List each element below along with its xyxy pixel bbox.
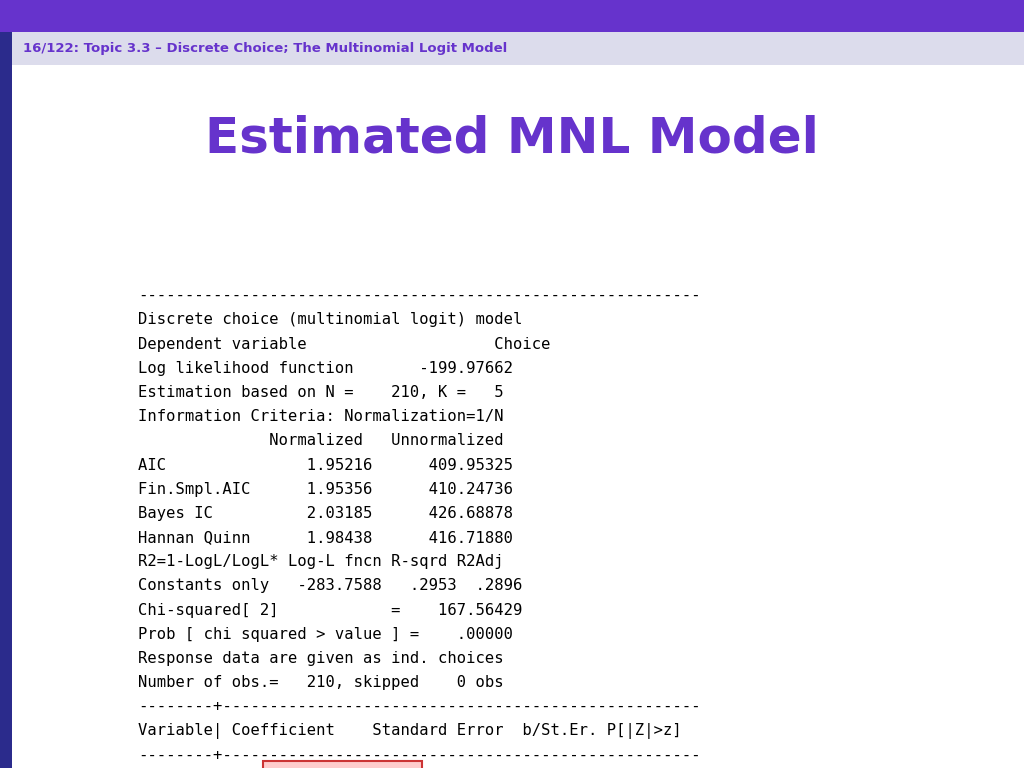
Text: Fin.Smpl.AIC      1.95356      410.24736: Fin.Smpl.AIC 1.95356 410.24736 bbox=[138, 482, 513, 497]
Text: Prob [ chi squared > value ] =    .00000: Prob [ chi squared > value ] = .00000 bbox=[138, 627, 513, 642]
Text: Constants only   -283.7588   .2953  .2896: Constants only -283.7588 .2953 .2896 bbox=[138, 578, 522, 594]
Text: --------+---------------------------------------------------: --------+-------------------------------… bbox=[138, 700, 700, 714]
Text: Estimated MNL Model: Estimated MNL Model bbox=[205, 114, 819, 162]
Text: Chi-squared[ 2]            =    167.56429: Chi-squared[ 2] = 167.56429 bbox=[138, 603, 522, 617]
Text: Normalized   Unnormalized: Normalized Unnormalized bbox=[138, 433, 504, 449]
Text: Log likelihood function       -199.97662: Log likelihood function -199.97662 bbox=[138, 361, 513, 376]
Text: Bayes IC          2.03185      426.68878: Bayes IC 2.03185 426.68878 bbox=[138, 506, 513, 521]
Text: Information Criteria: Normalization=1/N: Information Criteria: Normalization=1/N bbox=[138, 409, 504, 424]
Text: Estimation based on N =    210, K =   5: Estimation based on N = 210, K = 5 bbox=[138, 385, 504, 400]
Bar bbox=[0, 32, 1024, 65]
Bar bbox=[0, 32, 12, 768]
Text: Variable| Coefficient    Standard Error  b/St.Er. P[|Z|>z]: Variable| Coefficient Standard Error b/S… bbox=[138, 723, 682, 739]
Bar bbox=[263, 760, 422, 768]
Text: --------+---------------------------------------------------: --------+-------------------------------… bbox=[138, 748, 700, 763]
Text: 16/122: Topic 3.3 – Discrete Choice; The Multinomial Logit Model: 16/122: Topic 3.3 – Discrete Choice; The… bbox=[23, 42, 507, 55]
Bar bbox=[0, 0, 1024, 32]
Text: AIC               1.95216      409.95325: AIC 1.95216 409.95325 bbox=[138, 458, 513, 472]
Text: Response data are given as ind. choices: Response data are given as ind. choices bbox=[138, 651, 504, 666]
Text: Number of obs.=   210, skipped    0 obs: Number of obs.= 210, skipped 0 obs bbox=[138, 675, 504, 690]
Text: ------------------------------------------------------------: ----------------------------------------… bbox=[138, 288, 700, 303]
Text: Discrete choice (multinomial logit) model: Discrete choice (multinomial logit) mode… bbox=[138, 313, 522, 327]
Text: Hannan Quinn      1.98438      416.71880: Hannan Quinn 1.98438 416.71880 bbox=[138, 530, 513, 545]
Text: R2=1-LogL/LogL* Log-L fncn R-sqrd R2Adj: R2=1-LogL/LogL* Log-L fncn R-sqrd R2Adj bbox=[138, 554, 504, 569]
Text: Dependent variable                    Choice: Dependent variable Choice bbox=[138, 336, 551, 352]
